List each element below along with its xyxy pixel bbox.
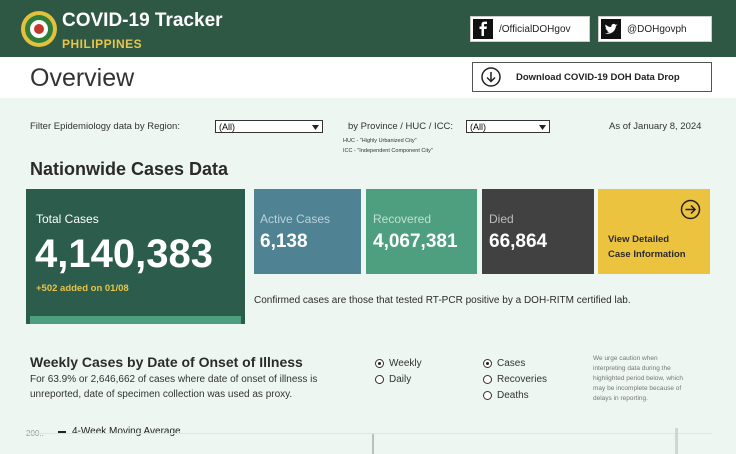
chart-line: [372, 434, 374, 454]
facebook-icon: [473, 19, 493, 39]
dropdown-arrow: [539, 125, 546, 130]
twitter-link[interactable]: @DOHgovph: [598, 16, 712, 42]
radio-option[interactable]: Daily: [375, 374, 411, 385]
radio-button[interactable]: [483, 359, 492, 368]
link-text: Case Information: [608, 249, 686, 260]
died-card: Died 66,864: [482, 189, 594, 274]
caution-line: We urge caution when: [593, 355, 658, 362]
filter-note: HUC - "Highly Urbanized City": [343, 138, 417, 144]
card-added: +502 added on 01/08: [36, 283, 129, 294]
region-value: (All): [219, 122, 235, 132]
arrow-icon: [680, 199, 701, 220]
caution-line: may be incomplete because of: [593, 385, 682, 392]
province-label: by Province / HUC / ICC:: [348, 121, 454, 132]
card-value: 4,140,383: [35, 232, 213, 276]
card-label: Died: [489, 212, 514, 226]
description-line: For 63.9% or 2,646,662 of cases where da…: [30, 374, 318, 385]
section-title: Weekly Cases by Date of Onset of Illness: [30, 354, 303, 370]
radio-label: Daily: [389, 374, 412, 385]
link-text: View Detailed: [608, 234, 670, 245]
download-icon: [481, 67, 501, 87]
caution-line: highlighted period below, which: [593, 375, 683, 382]
download-label: Download COVID-19 DOH Data Drop: [516, 72, 680, 83]
total-cases-card: Total Cases 4,140,383 +502 added on 01/0…: [26, 189, 245, 324]
radio-option[interactable]: Deaths: [483, 390, 529, 401]
region-select[interactable]: (All): [215, 120, 323, 133]
radio-option[interactable]: Cases: [483, 358, 525, 369]
radio-option[interactable]: Recoveries: [483, 374, 547, 385]
overview-title: Overview: [30, 64, 135, 92]
case-info-link[interactable]: View Detailed Case Information: [598, 189, 710, 274]
app-subtitle: PHILIPPINES: [62, 37, 143, 51]
caution-line: delays in reporting.: [593, 395, 648, 402]
recovered-card: Recovered 4,067,381: [366, 189, 477, 274]
caution-line: interpreting data during the: [593, 365, 671, 372]
section-title: Nationwide Cases Data: [30, 159, 229, 179]
card-value: 6,138: [260, 231, 308, 252]
radio-option[interactable]: Weekly: [375, 358, 422, 369]
radio-label: Cases: [497, 358, 526, 369]
province-value: (All): [470, 122, 486, 132]
logo: [21, 11, 57, 47]
twitter-handle: @DOHgovph: [627, 24, 687, 35]
dropdown-arrow: [312, 125, 319, 130]
card-value: 66,864: [489, 231, 548, 252]
radio-label: Deaths: [497, 390, 529, 401]
app-title: COVID-19 Tracker: [62, 10, 223, 31]
twitter-icon: [601, 19, 621, 39]
legend-label: 4-Week Moving Average: [72, 426, 181, 437]
province-select[interactable]: (All): [466, 120, 550, 133]
cases-note: Confirmed cases are those that tested RT…: [254, 295, 631, 306]
radio-label: Weekly: [389, 358, 422, 369]
description-line: unreported, date of specimen collection …: [30, 389, 293, 400]
card-label: Total Cases: [36, 212, 99, 226]
filter-note: ICC - "Independent Component City": [343, 148, 433, 154]
radio-label: Recoveries: [497, 374, 548, 385]
download-button[interactable]: Download COVID-19 DOH Data Drop: [472, 62, 712, 92]
facebook-link[interactable]: /OfficialDOHgov: [470, 16, 590, 42]
card-bar: [30, 316, 241, 324]
active-cases-card: Active Cases 6,138: [254, 189, 361, 274]
legend-swatch: [58, 431, 66, 433]
grid-line: [26, 433, 712, 434]
card-label: Active Cases: [260, 212, 331, 226]
radio-button[interactable]: [483, 391, 492, 400]
as-of-date: As of January 8, 2024: [609, 121, 702, 132]
radio-button[interactable]: [375, 359, 384, 368]
radio-button[interactable]: [375, 375, 384, 384]
region-label: Filter Epidemiology data by Region:: [30, 121, 180, 132]
card-label: Recovered: [373, 212, 432, 226]
chart-line: [675, 428, 678, 454]
radio-button[interactable]: [483, 375, 492, 384]
card-value: 4,067,381: [373, 231, 458, 252]
facebook-handle: /OfficialDOHgov: [499, 24, 571, 35]
